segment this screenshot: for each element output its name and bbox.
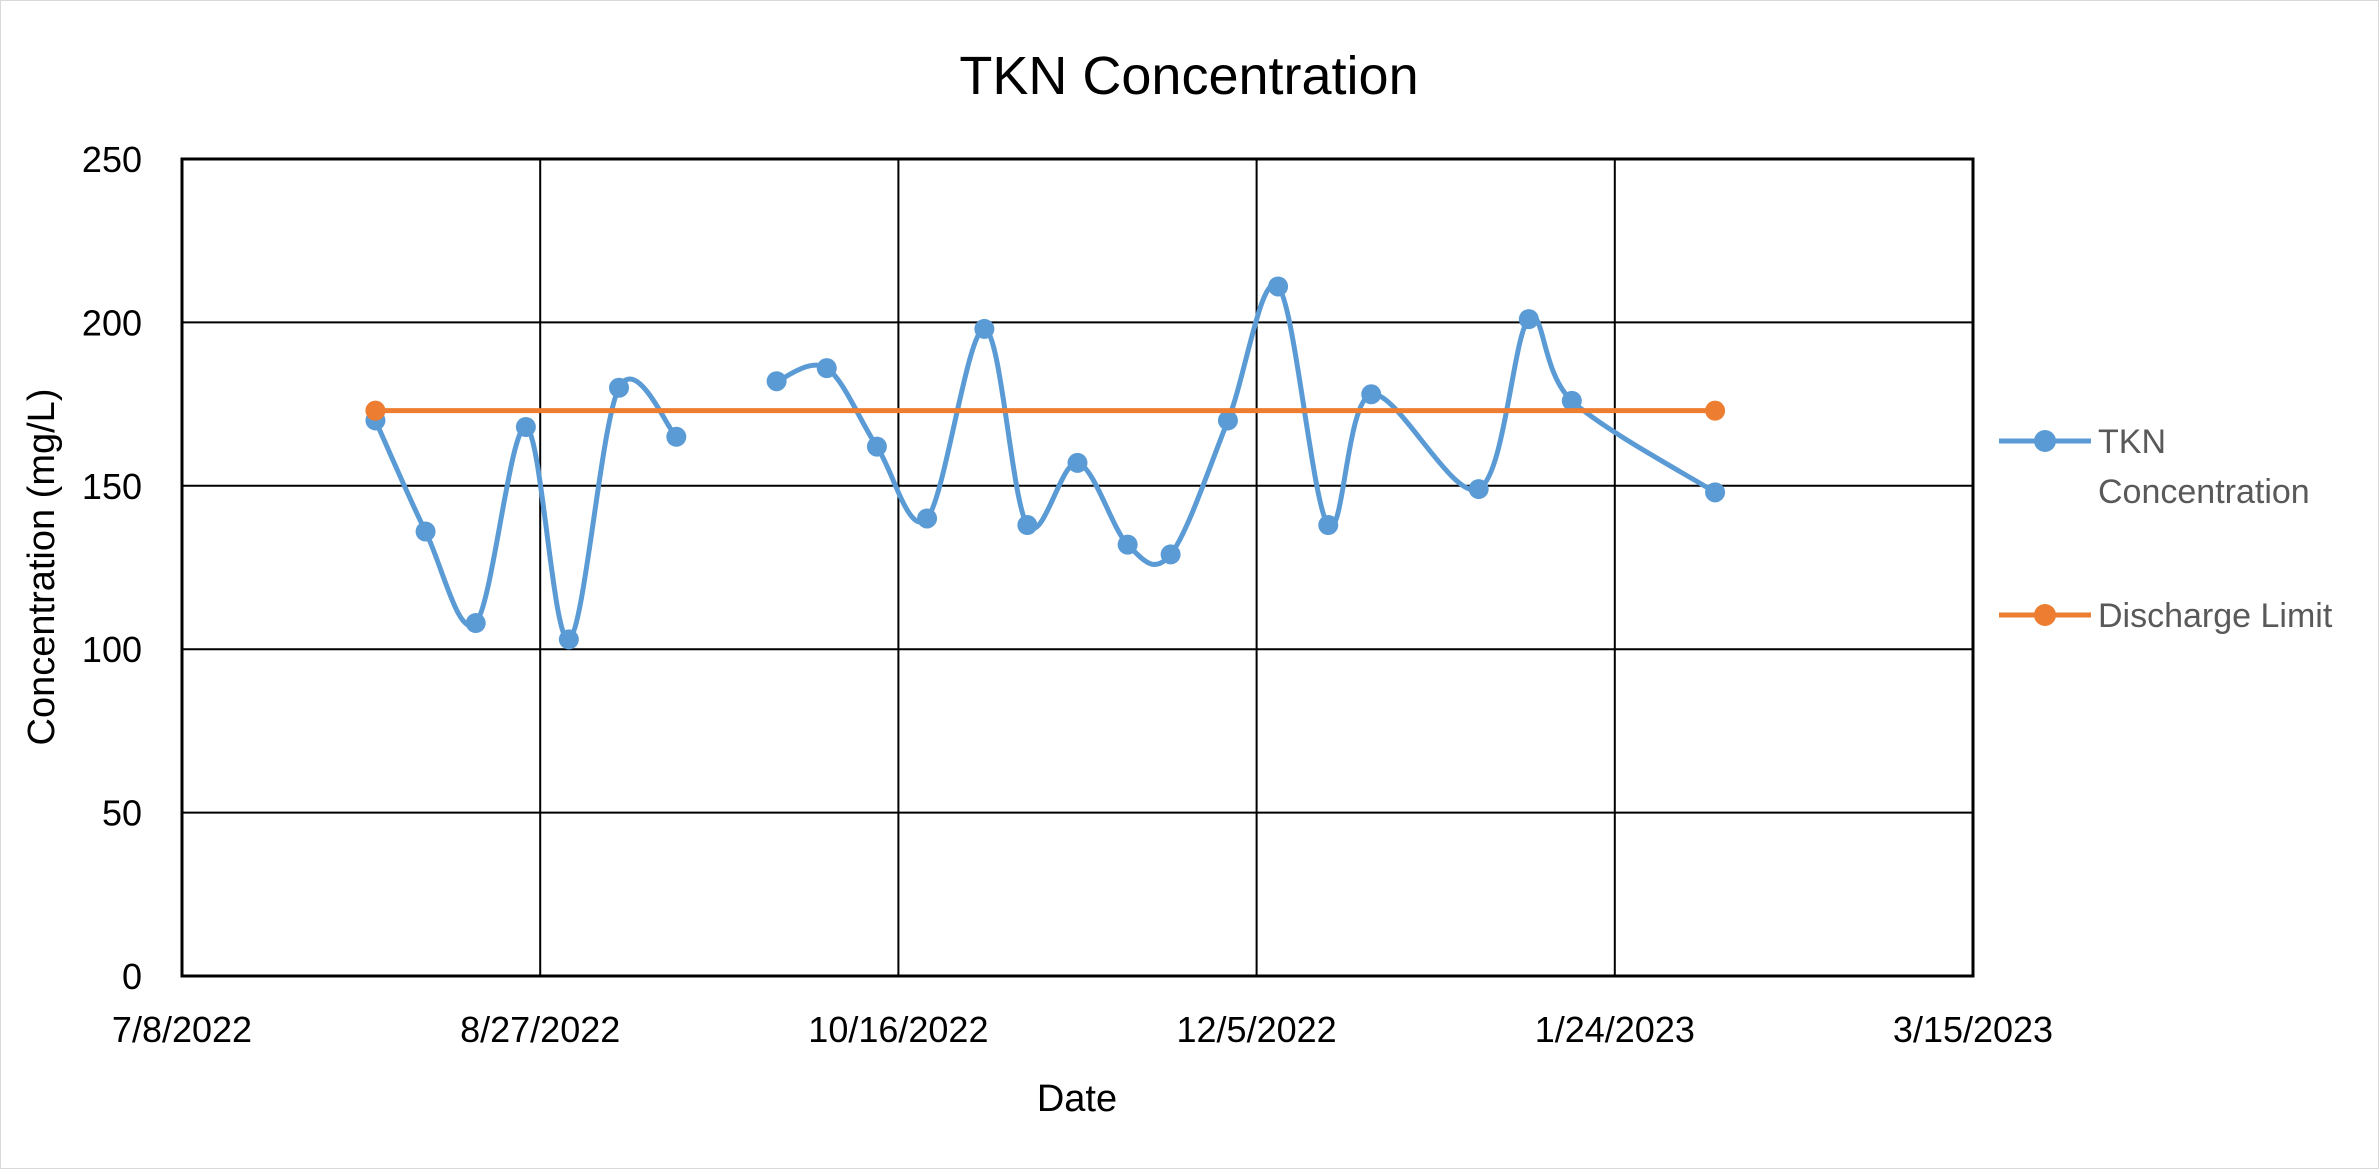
- y-axis-tick-labels: 0 50 100 150 200 250: [82, 139, 142, 997]
- data-point-tkn-concentration: [1067, 452, 1088, 473]
- legend-marker: [2034, 604, 2056, 626]
- data-point-tkn-concentration: [974, 318, 995, 339]
- data-point-tkn-concentration: [1268, 276, 1289, 297]
- series-discharge-limit: [365, 400, 1726, 421]
- legend: TKN Concentration Discharge Limit: [1999, 423, 2333, 635]
- y-tick-label: 200: [82, 302, 142, 343]
- x-tick-label: 7/8/2022: [112, 1009, 252, 1050]
- data-point-tkn-concentration: [515, 416, 536, 437]
- legend-label: Discharge Limit: [2098, 597, 2333, 635]
- legend-item: Discharge Limit: [1999, 597, 2333, 635]
- y-tick-label: 0: [122, 956, 142, 997]
- data-point-tkn-concentration: [917, 508, 938, 529]
- data-point-discharge-limit: [365, 400, 386, 421]
- data-point-tkn-concentration: [866, 436, 887, 457]
- data-point-tkn-concentration: [465, 613, 486, 634]
- y-tick-label: 100: [82, 629, 142, 670]
- data-point-tkn-concentration: [415, 521, 436, 542]
- data-point-tkn-concentration: [766, 371, 787, 392]
- x-axis-label: Date: [1037, 1078, 1117, 1120]
- data-point-tkn-concentration: [609, 377, 630, 398]
- x-tick-label: 3/15/2023: [1893, 1009, 2053, 1050]
- data-point-tkn-concentration: [1117, 534, 1138, 555]
- y-tick-label: 150: [82, 466, 142, 507]
- data-point-tkn-concentration: [1217, 410, 1238, 431]
- data-point-discharge-limit: [1705, 400, 1726, 421]
- x-tick-label: 8/27/2022: [460, 1009, 620, 1050]
- x-tick-label: 1/24/2023: [1535, 1009, 1695, 1050]
- chart-title: TKN Concentration: [959, 46, 1418, 106]
- series-layer: [365, 276, 1726, 650]
- data-point-tkn-concentration: [1468, 479, 1489, 500]
- series-line-tkn-concentration: [774, 282, 1718, 567]
- y-tick-label: 50: [102, 793, 142, 834]
- x-tick-label: 12/5/2022: [1177, 1009, 1337, 1050]
- data-point-tkn-concentration: [1017, 515, 1038, 536]
- data-point-tkn-concentration: [816, 358, 837, 379]
- legend-item: TKN Concentration: [1999, 423, 2310, 511]
- x-tick-label: 10/16/2022: [808, 1009, 988, 1050]
- data-point-tkn-concentration: [558, 629, 579, 650]
- data-point-tkn-concentration: [666, 426, 687, 447]
- data-point-tkn-concentration: [1705, 482, 1726, 503]
- legend-label: TKN Concentration: [2098, 423, 2310, 511]
- data-point-tkn-concentration: [1561, 390, 1582, 411]
- x-axis-tick-labels: 7/8/2022 8/27/2022 10/16/2022 12/5/2022 1/24…: [112, 1009, 2053, 1050]
- series-tkn-concentration: [365, 276, 1726, 650]
- y-axis-label: Concentration (mg/L): [21, 389, 63, 746]
- grid-lines: [182, 159, 1973, 976]
- data-point-tkn-concentration: [1160, 544, 1181, 565]
- y-tick-label: 250: [82, 139, 142, 180]
- plot-area-border: [180, 157, 1975, 978]
- data-point-tkn-concentration: [1361, 384, 1382, 405]
- data-point-tkn-concentration: [1518, 309, 1539, 330]
- data-point-tkn-concentration: [1318, 515, 1339, 536]
- legend-marker: [2034, 430, 2056, 452]
